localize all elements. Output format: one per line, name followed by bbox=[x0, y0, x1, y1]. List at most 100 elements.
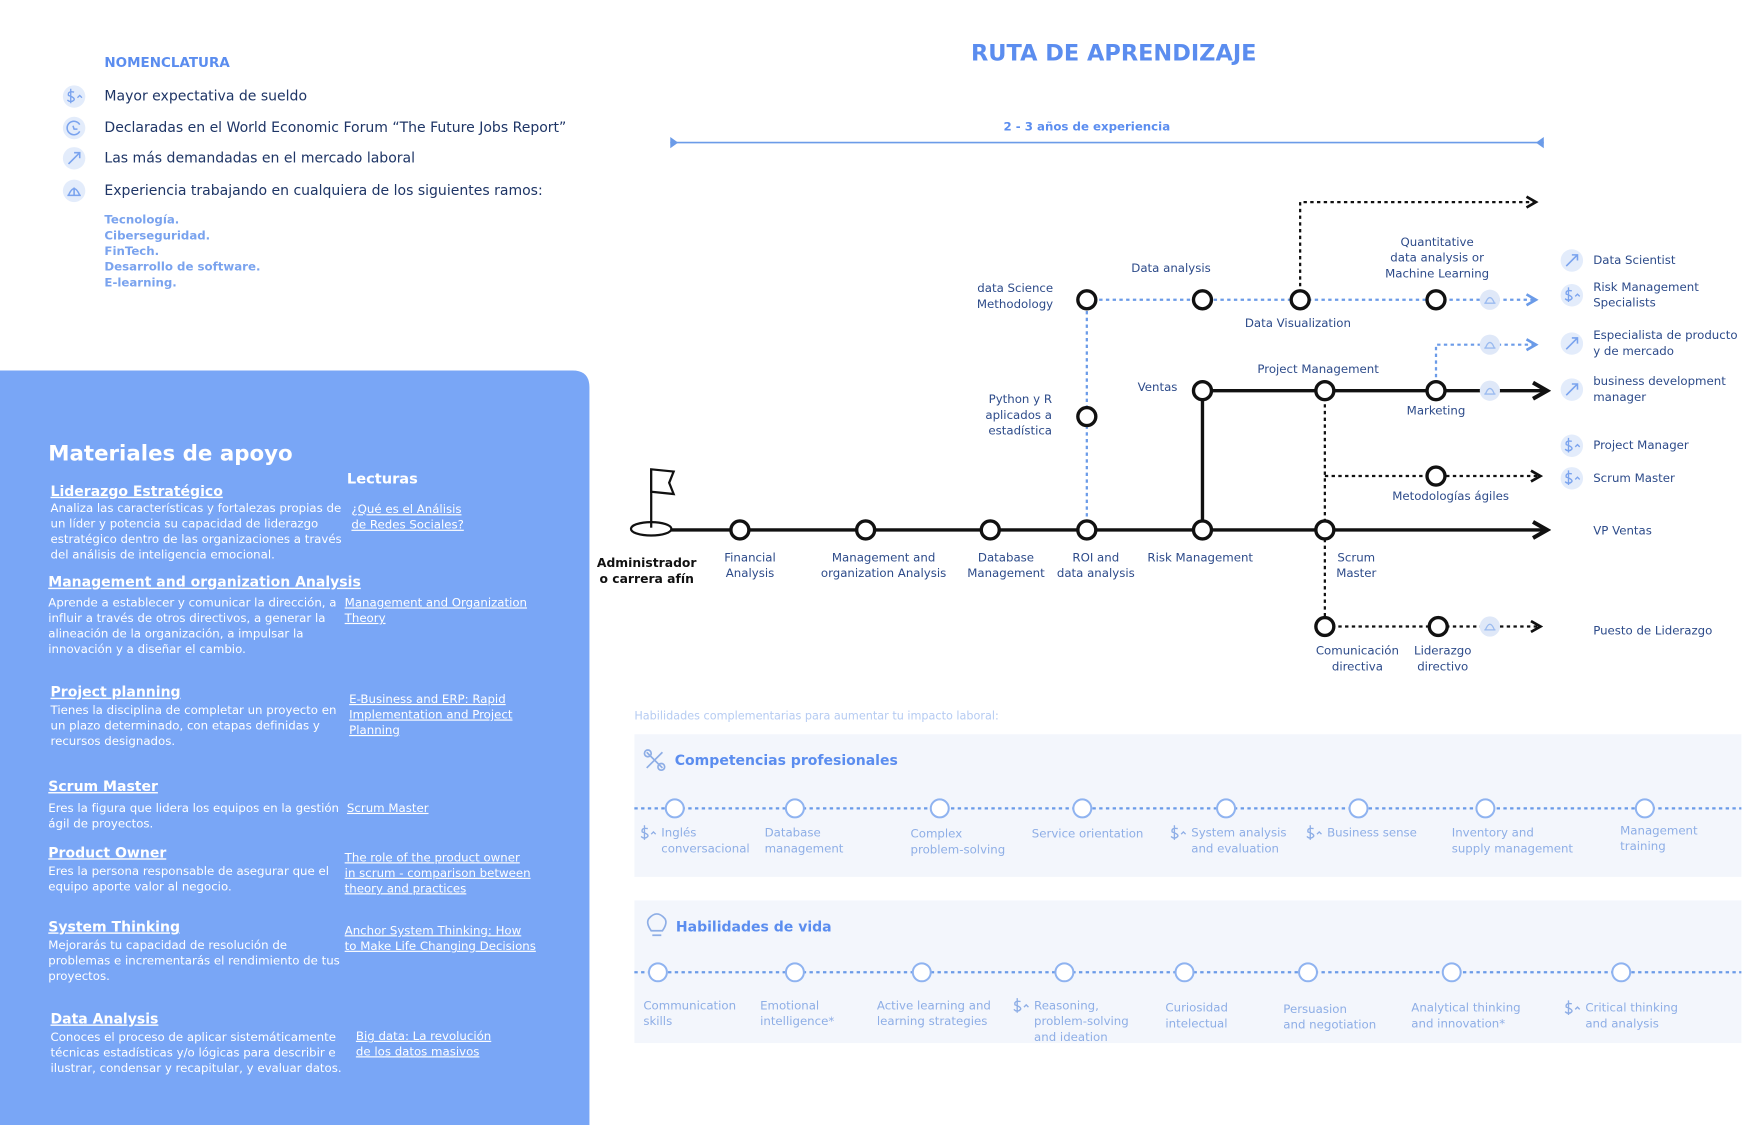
node-label: Project Management bbox=[1257, 362, 1379, 376]
reading-link: ¿Qué es el Análisis bbox=[351, 502, 461, 516]
skill-label: Curiosidad bbox=[1165, 1001, 1228, 1015]
skill-label: training bbox=[1620, 839, 1666, 853]
node-label: Data Visualization bbox=[1245, 316, 1351, 330]
path-node bbox=[1076, 289, 1098, 311]
reading-link: de los datos masivos bbox=[356, 1044, 480, 1058]
path-node bbox=[1425, 380, 1447, 402]
node-label: Management and bbox=[832, 551, 935, 565]
salary-icon bbox=[66, 88, 83, 104]
skill-node bbox=[784, 962, 805, 983]
skill-label: Critical thinking bbox=[1585, 1001, 1678, 1015]
material-title: Management and organization Analysis bbox=[48, 575, 361, 591]
skill-node bbox=[1475, 798, 1496, 819]
icon-badge bbox=[1560, 284, 1584, 307]
outcome-label: y de mercado bbox=[1593, 344, 1674, 358]
reading-link: in scrum - comparison between bbox=[345, 866, 531, 880]
skill-label: and innovation* bbox=[1411, 1016, 1505, 1030]
skills-box bbox=[634, 734, 1742, 877]
legend-item: Mayor expectativa de sueldo bbox=[104, 89, 307, 105]
panel-title: Materiales de apoyo bbox=[48, 442, 292, 467]
sector-icon bbox=[1484, 341, 1496, 349]
salary-icon bbox=[1564, 287, 1581, 303]
path-node bbox=[1427, 615, 1449, 638]
node-label: Ventas bbox=[1138, 380, 1178, 394]
skill-label: supply management bbox=[1452, 841, 1574, 855]
skill-node bbox=[647, 962, 668, 983]
skill-label: and analysis bbox=[1585, 1016, 1659, 1030]
reading-link: Management and Organization bbox=[345, 595, 527, 609]
legend-item: Experiencia trabajando en cualquiera de … bbox=[104, 183, 542, 199]
skill-label: Emotional bbox=[760, 998, 819, 1012]
outcome-label: business development bbox=[1593, 374, 1726, 388]
salary-icon bbox=[1564, 437, 1581, 453]
material-description: innovación y a diseñar el cambio. bbox=[48, 642, 246, 656]
node-label: estadística bbox=[988, 424, 1052, 438]
skill-node bbox=[1216, 798, 1237, 819]
sector: E-learning. bbox=[104, 275, 176, 289]
node-label: data analysis or bbox=[1390, 251, 1484, 265]
material-description: ilustrar, condensar y recapitular, y eva… bbox=[51, 1061, 342, 1075]
node-label: directivo bbox=[1417, 659, 1468, 673]
start-label: o carrera afín bbox=[600, 572, 694, 586]
icon-badge bbox=[62, 85, 86, 108]
skill-label: problem-solving bbox=[911, 842, 1006, 856]
material-description: Aprende a establecer y comunicar la dire… bbox=[48, 595, 336, 609]
reading-link: de Redes Sociales? bbox=[351, 518, 463, 532]
material-title: Project planning bbox=[51, 685, 181, 701]
start-label: Administrador bbox=[597, 556, 697, 570]
outcome-label: Puesto de Liderazgo bbox=[1593, 623, 1712, 637]
sector: Tecnología. bbox=[104, 213, 179, 227]
node-label: Management bbox=[967, 566, 1045, 580]
icon-badge bbox=[1560, 467, 1584, 490]
skill-label: Management bbox=[1620, 823, 1698, 837]
material-description: técnicas estadísticas y/o lógicas para d… bbox=[51, 1045, 336, 1059]
skill-label: intelligence* bbox=[760, 1014, 834, 1028]
path-node bbox=[1076, 405, 1098, 428]
skill-label: Analytical thinking bbox=[1411, 1001, 1520, 1015]
material-description: Eres la persona responsable de asegurar … bbox=[48, 864, 329, 878]
material-description: Conoces el proceso de aplicar sistemátic… bbox=[51, 1030, 336, 1044]
reading-link: Theory bbox=[344, 611, 386, 625]
path-node bbox=[1076, 519, 1098, 541]
outcome-label: Especialista de producto bbox=[1593, 328, 1737, 342]
skill-node bbox=[1348, 798, 1369, 819]
material-title: Data Analysis bbox=[51, 1011, 159, 1027]
salary-icon bbox=[640, 825, 657, 840]
experience-span bbox=[670, 136, 1544, 149]
skill-node bbox=[929, 798, 950, 819]
material-description: del análisis de inteligencia emocional. bbox=[51, 548, 275, 562]
demand-icon bbox=[1565, 383, 1579, 396]
skill-label: Business sense bbox=[1327, 826, 1417, 840]
material-description: un plazo determinado, con etapas definid… bbox=[51, 719, 320, 733]
skill-label: skills bbox=[643, 1014, 672, 1028]
material-description: un líder y potencia su capacidad de lide… bbox=[51, 517, 319, 531]
material-description: problemas e incrementarás el rendimiento… bbox=[48, 953, 340, 967]
material-title: Liderazgo Estratégico bbox=[51, 484, 224, 500]
sector-icon bbox=[1484, 387, 1496, 395]
node-label: aplicados a bbox=[985, 408, 1052, 422]
outcome-label: Data Scientist bbox=[1593, 253, 1676, 267]
node-label: Liderazgo bbox=[1414, 644, 1471, 658]
material-description: proyectos. bbox=[48, 969, 110, 983]
experience-label: 2 - 3 años de experiencia bbox=[1003, 119, 1170, 133]
node-label: Metodologías ágiles bbox=[1392, 489, 1509, 503]
material-description: recursos designados. bbox=[51, 734, 176, 748]
node-label: Comunicación bbox=[1316, 644, 1399, 658]
path-node bbox=[1314, 519, 1336, 541]
node-label: Database bbox=[978, 551, 1034, 565]
skill-label: Persuasion bbox=[1283, 1002, 1347, 1016]
path-node bbox=[1425, 465, 1447, 487]
material-description: alineación de la organización, a impulsa… bbox=[48, 626, 303, 640]
sector-badge bbox=[1479, 289, 1500, 310]
path-node bbox=[1191, 380, 1214, 402]
node-label: Data analysis bbox=[1131, 261, 1210, 275]
outcome-label: Project Manager bbox=[1593, 438, 1689, 452]
skill-label: intelectual bbox=[1165, 1016, 1227, 1030]
skill-node bbox=[1298, 962, 1319, 983]
skill-label: and ideation bbox=[1034, 1030, 1108, 1044]
path-node bbox=[1289, 289, 1311, 311]
skill-label: Inventory and bbox=[1452, 826, 1534, 840]
readings-title: Lecturas bbox=[347, 470, 418, 487]
